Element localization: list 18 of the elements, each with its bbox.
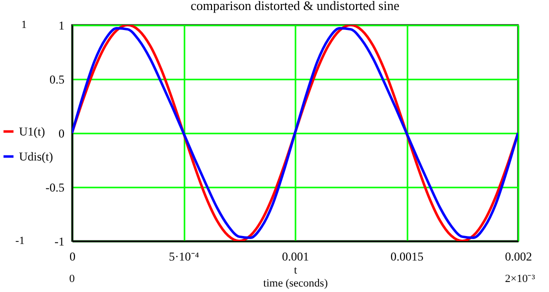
x-tick-label: 0.001 (282, 250, 309, 264)
x-tick-label: 5·10⁻⁴ (168, 250, 200, 264)
y-tick-label: 0.5 (50, 72, 64, 86)
text: 0 (69, 273, 76, 285)
text: 2×10⁻³ (504, 273, 536, 285)
legend-label: Udis(t) (19, 150, 53, 164)
x-tick-label: 0 (70, 250, 76, 264)
legend-label: U1(t) (19, 124, 45, 138)
y-tick-label: -1 (54, 234, 64, 248)
x-tick-label: 0.002 (505, 250, 532, 264)
x-axis-title: t time (seconds) (263, 264, 328, 290)
text: -1 (15, 235, 25, 247)
x-tick-label: 0.0015 (390, 250, 424, 264)
chart-title: comparison distorted & undistorted sine (190, 0, 400, 13)
y-tick-label: 0 (58, 126, 64, 140)
y-tick-label: 1 (58, 18, 64, 32)
y-tick-label: -0.5 (46, 180, 64, 194)
text: 1 (21, 19, 27, 31)
